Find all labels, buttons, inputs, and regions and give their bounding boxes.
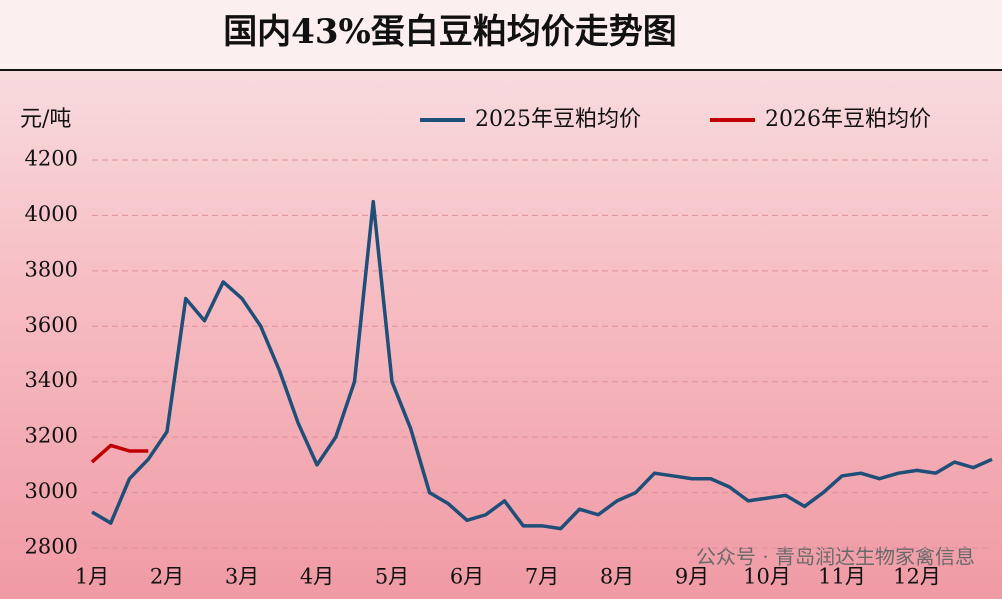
x-tick-label: 10月 [743,565,791,589]
y-tick-label: 3600 [25,313,78,337]
x-tick-label: 7月 [525,565,559,589]
y-tick-label: 3400 [25,368,78,392]
x-tick-label: 1月 [75,565,109,589]
chart-title: 国内43%蛋白豆粕均价走势图 [223,12,677,52]
x-tick-label: 2月 [150,565,184,589]
y-tick-label: 3000 [25,479,78,503]
x-tick-label: 4月 [300,565,334,589]
legend-label: 2026年豆粕均价 [765,107,931,132]
y-tick-label: 4000 [25,202,78,226]
line [90,443,149,464]
x-tick-label: 5月 [375,565,409,589]
x-tick-label: 11月 [818,565,866,589]
y-tick-label: 3200 [25,424,78,448]
y-tick-label: 3800 [25,257,78,281]
x-tick-label: 8月 [600,565,634,589]
x-tick-label: 3月 [225,565,259,589]
y-tick-label: 4200 [25,147,78,171]
x-tick-label: 9月 [675,565,709,589]
x-tick-label: 6月 [450,565,484,589]
title-bar [0,0,1002,70]
legend-label: 2025年豆粕均价 [475,107,641,132]
y-tick-label: 2800 [25,535,78,559]
line [91,199,993,531]
y-axis-label: 元/吨 [20,107,71,132]
x-tick-label: 12月 [893,565,941,589]
